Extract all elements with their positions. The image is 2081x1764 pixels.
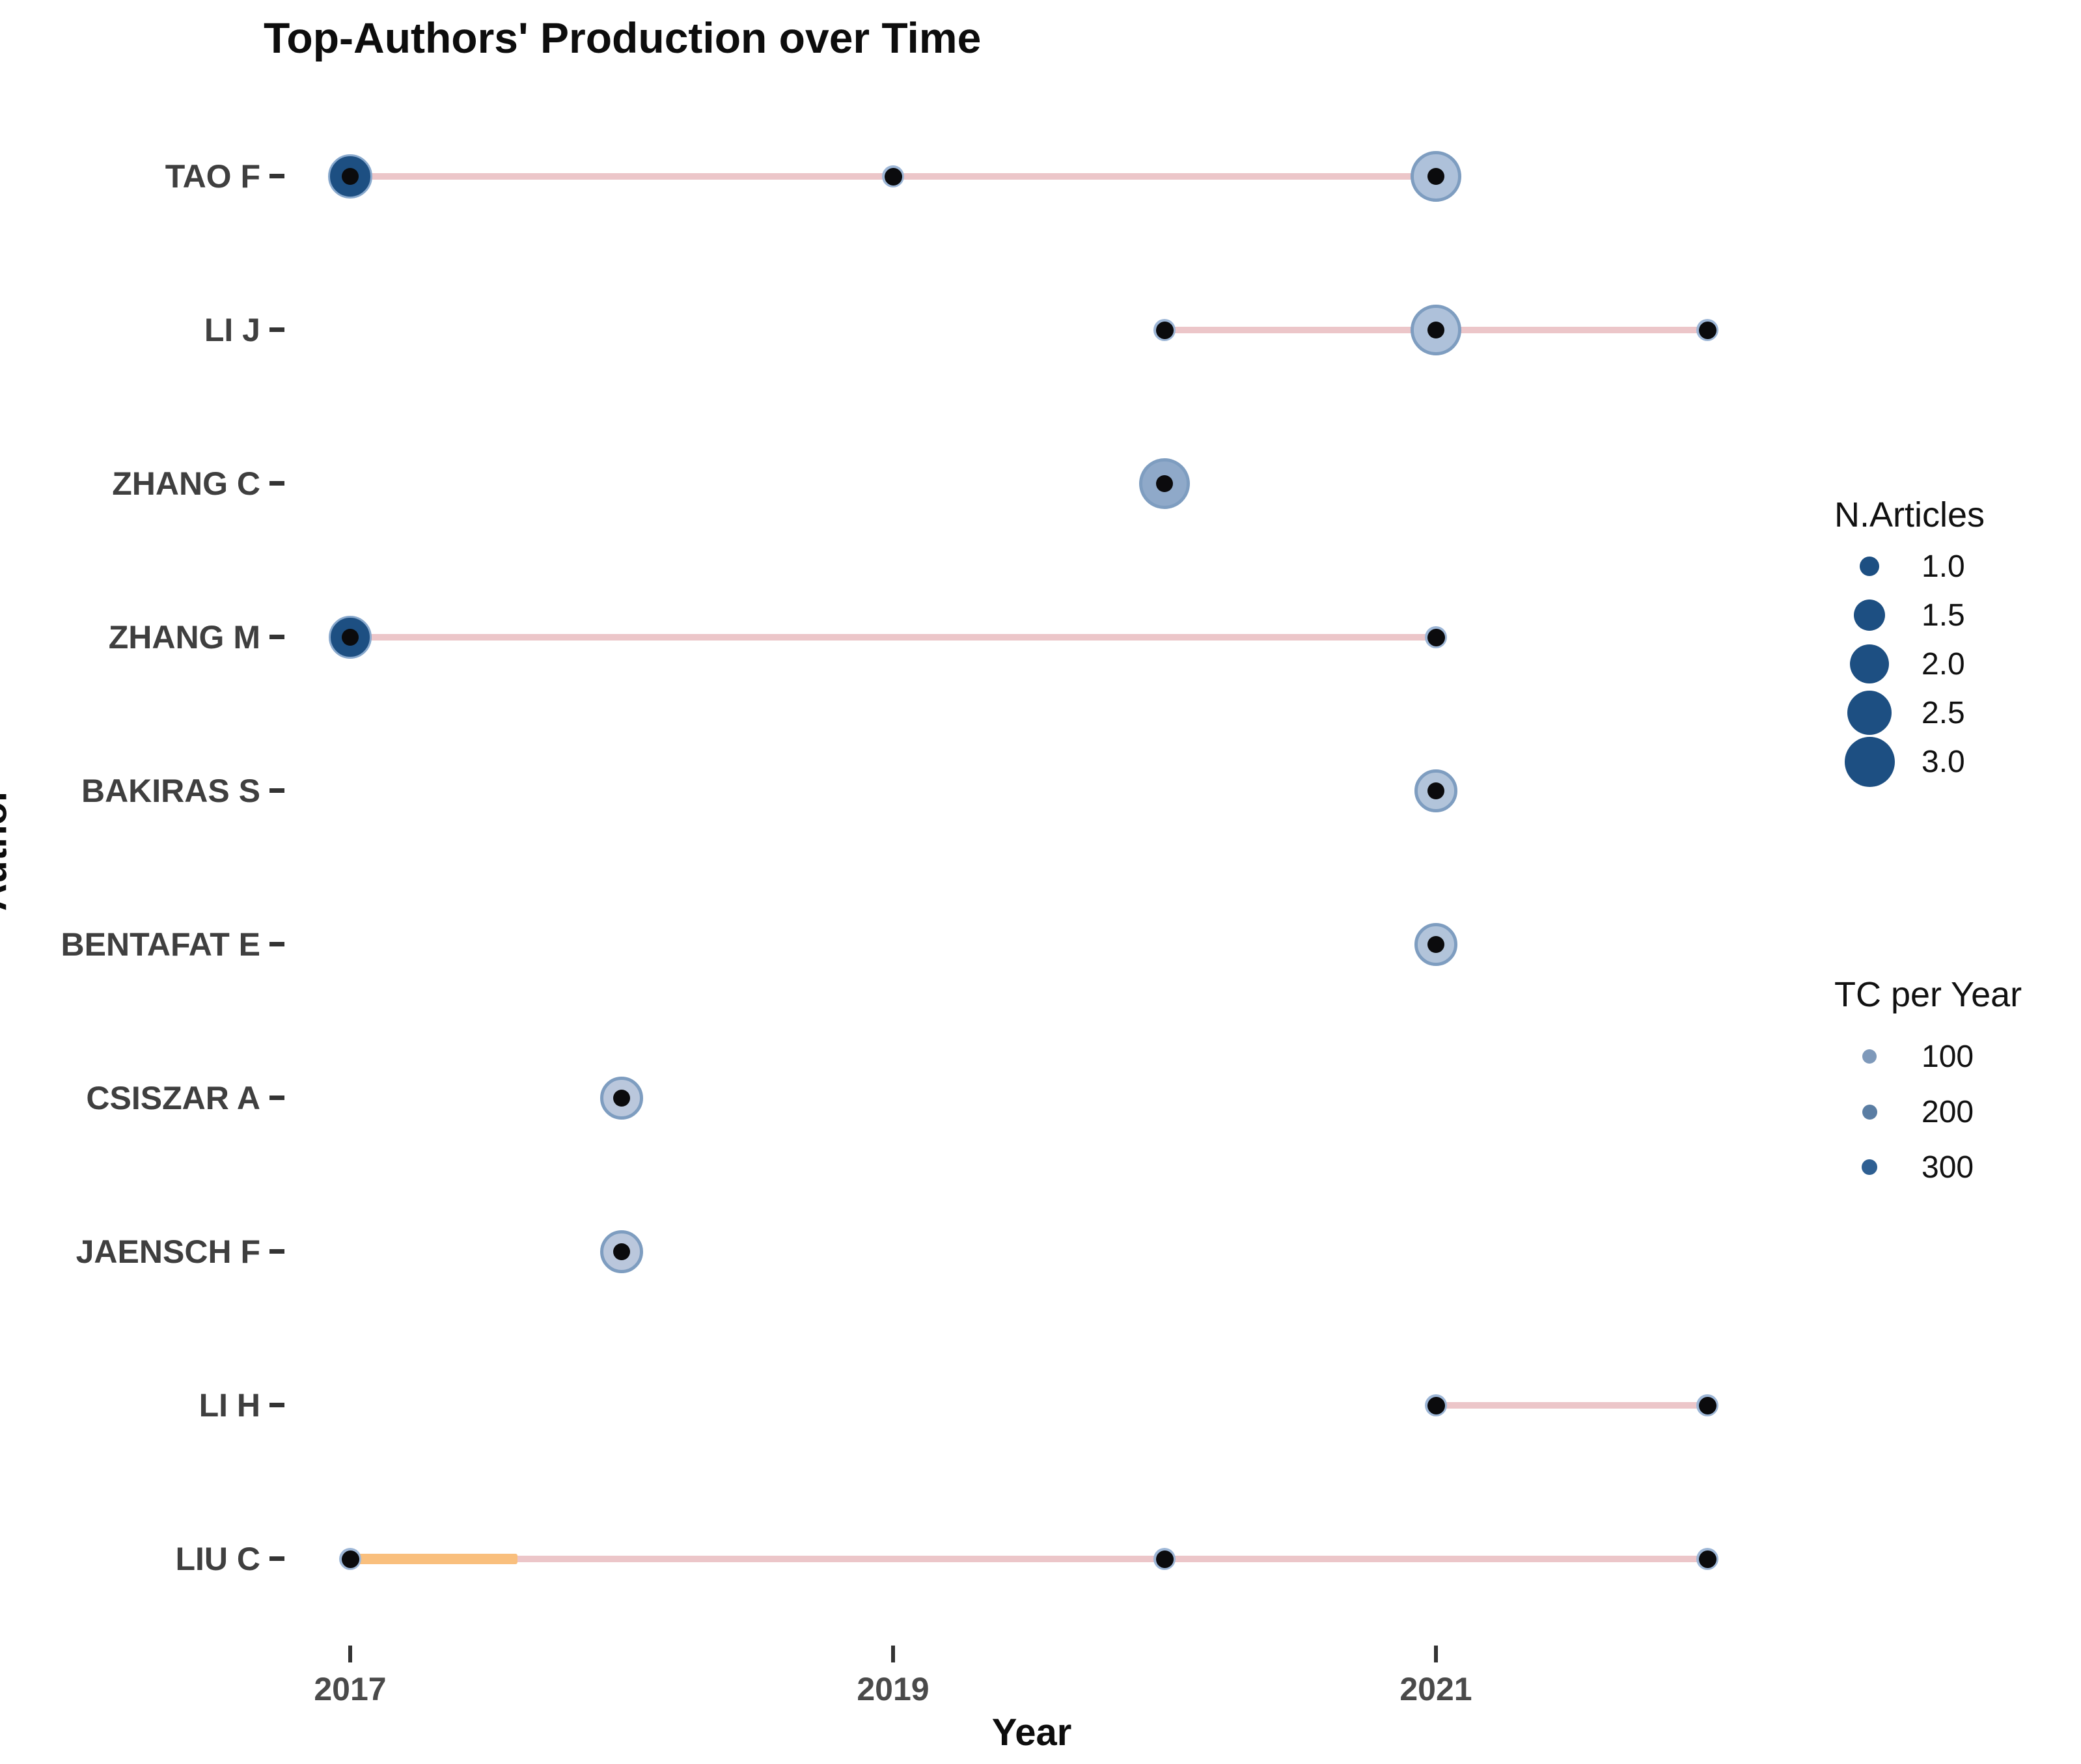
author-label: CSISZAR A — [86, 1080, 260, 1116]
data-point-center-dot — [1427, 782, 1444, 799]
y-axis-tick — [269, 481, 284, 486]
author-timeline-highlight — [351, 1554, 517, 1564]
y-axis-tick — [269, 788, 284, 793]
data-point-center-dot — [613, 1090, 630, 1107]
legend-n-articles-swatch — [1847, 691, 1892, 735]
legend-tc-per-year-swatch — [1862, 1159, 1877, 1175]
y-axis-tick — [269, 635, 284, 639]
legend-n-articles-label: 2.5 — [1922, 696, 1965, 730]
data-point-center-dot — [1698, 1396, 1716, 1414]
legend-tc-per-year-label: 300 — [1922, 1150, 1974, 1185]
author-label: LI J — [204, 312, 260, 348]
x-axis-tick — [891, 1646, 895, 1662]
data-point-center-dot — [1427, 628, 1445, 646]
legend-n-articles-swatch — [1854, 599, 1885, 631]
legend-tc-per-year-label: 100 — [1922, 1040, 1974, 1074]
y-axis-tick — [269, 1249, 284, 1254]
data-point-center-dot — [613, 1243, 630, 1260]
author-label: BAKIRAS S — [81, 773, 260, 809]
x-axis-tick-label: 2019 — [857, 1671, 930, 1707]
legend-n-articles-label: 3.0 — [1922, 745, 1965, 779]
x-axis-tick — [348, 1646, 352, 1662]
data-point-center-dot — [1698, 321, 1716, 339]
legend-n-articles-title: N.Articles — [1834, 495, 1985, 534]
author-label: TAO F — [165, 158, 260, 195]
legend-n-articles-label: 1.5 — [1922, 598, 1965, 633]
author-timeline-line — [1436, 1402, 1707, 1409]
data-point-center-dot — [1427, 168, 1444, 185]
legend-n-articles-swatch — [1850, 644, 1889, 683]
author-label: ZHANG C — [112, 465, 260, 502]
data-point-center-dot — [342, 168, 359, 185]
x-axis-title: Year — [991, 1711, 1072, 1754]
y-axis-tick — [269, 1556, 284, 1561]
x-axis-tick-label: 2021 — [1399, 1671, 1472, 1707]
legend-tc-per-year-swatch — [1862, 1104, 1877, 1120]
author-timeline-line — [350, 1556, 1707, 1562]
legend-n-articles-label: 2.0 — [1922, 647, 1965, 682]
author-label: LI H — [199, 1387, 260, 1424]
data-point-center-dot — [1427, 936, 1444, 953]
author-label: BENTAFAT E — [61, 926, 260, 963]
y-axis-tick — [269, 942, 284, 946]
legend-tc-per-year-title: TC per Year — [1834, 975, 2022, 1014]
author-label: LIU C — [175, 1541, 260, 1577]
data-point-center-dot — [342, 629, 359, 646]
data-point-center-dot — [1155, 1550, 1174, 1568]
x-axis-tick-label: 2017 — [314, 1671, 387, 1707]
data-point-center-dot — [1427, 322, 1444, 338]
data-point-center-dot — [1156, 475, 1173, 492]
data-point-center-dot — [341, 1550, 359, 1568]
data-point-circle — [1411, 151, 1461, 202]
legend-tc-per-year-label: 200 — [1922, 1095, 1974, 1129]
author-label: ZHANG M — [108, 619, 260, 655]
author-timeline-line — [350, 634, 1436, 641]
legend-n-articles-label: 1.0 — [1922, 549, 1965, 584]
data-point-center-dot — [884, 167, 902, 186]
legend-n-articles-swatch — [1844, 736, 1895, 787]
x-axis-tick — [1434, 1646, 1438, 1662]
data-point-center-dot — [1698, 1550, 1716, 1568]
legend-n-articles-swatch — [1860, 557, 1879, 576]
y-axis-tick — [269, 1403, 284, 1407]
y-axis-tick — [269, 327, 284, 332]
data-point-center-dot — [1155, 321, 1174, 339]
legend-tc-per-year-swatch — [1862, 1049, 1877, 1064]
y-axis-tick — [269, 174, 284, 178]
author-label: JAENSCH F — [76, 1233, 260, 1270]
chart-title: Top-Authors' Production over Time — [264, 14, 982, 62]
data-point-center-dot — [1427, 1396, 1445, 1414]
y-axis-tick — [269, 1096, 284, 1100]
